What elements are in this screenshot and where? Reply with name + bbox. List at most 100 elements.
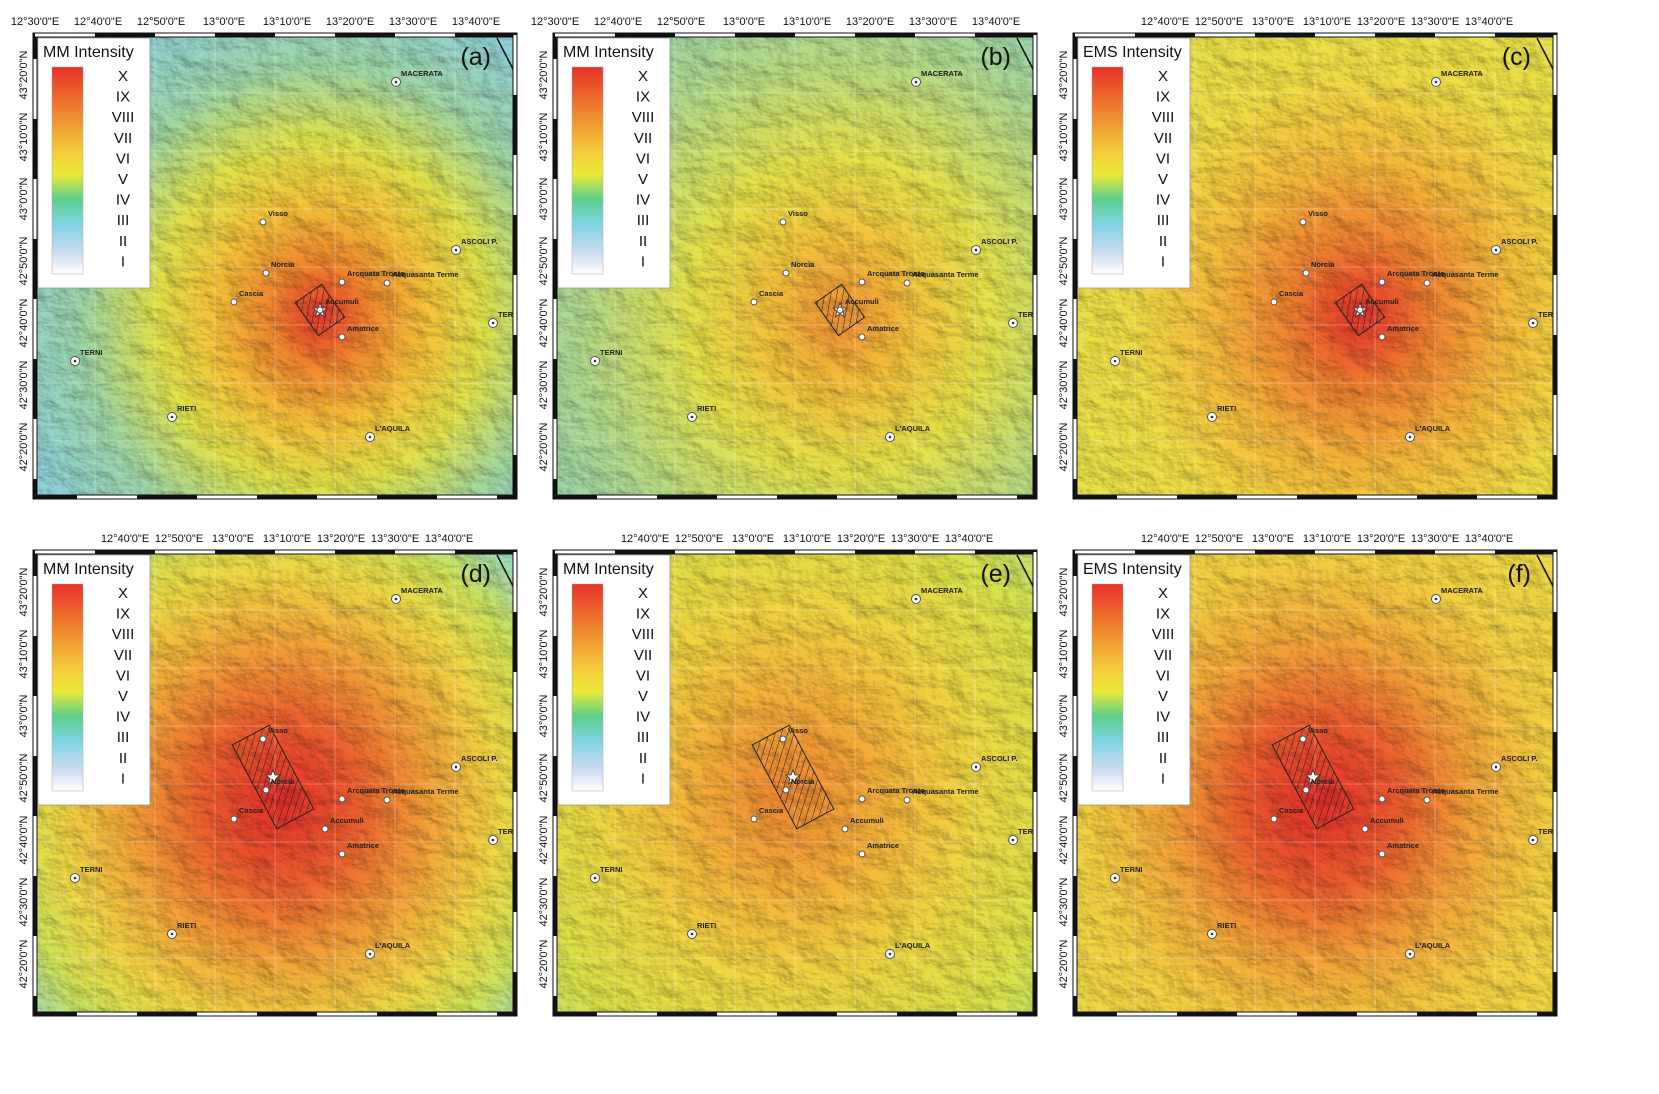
frame-dash <box>1073 33 1557 499</box>
lon-label: 12°50'0"E <box>657 16 705 28</box>
city-dot <box>1113 876 1117 880</box>
lon-label: 13°20'0"E <box>846 16 894 28</box>
map-panel: MACERATA Visso ASCOLI P. Norcia Arcquata Tro… <box>538 533 1038 1017</box>
city-label: Cascia <box>759 806 784 815</box>
legend-level: VI <box>116 150 130 167</box>
city-label: Norcia <box>1311 260 1335 269</box>
lon-label: 13°20'0"E <box>1357 533 1405 545</box>
city-dot <box>1408 952 1412 956</box>
legend-level: V <box>1158 688 1168 705</box>
legend-title: MM Intensity <box>563 561 654 578</box>
city-dot <box>1531 321 1535 325</box>
city-label: L'AQUILA <box>895 424 931 433</box>
lon-label: 13°20'0"E <box>1357 16 1405 28</box>
city-label: Cascia <box>1279 806 1304 815</box>
city-marker <box>858 333 866 341</box>
legend-level: VI <box>116 667 130 684</box>
lon-label: 13°40'0"E <box>452 16 500 28</box>
city-label: ASCOLI P. <box>461 754 498 763</box>
lon-label: 13°0'0"E <box>1252 16 1294 28</box>
legend-level: I <box>121 770 125 787</box>
city-label: RIETI <box>697 404 716 413</box>
frame-dash <box>553 33 1037 499</box>
city-label: Visso <box>788 726 808 735</box>
lon-label: 13°0'0"E <box>1252 533 1294 545</box>
city-dot <box>1408 435 1412 439</box>
city-label: TERAMO <box>498 310 531 319</box>
legend-colorbar <box>1091 66 1124 275</box>
legend-level: I <box>1161 770 1165 787</box>
city-label: RIETI <box>177 921 196 930</box>
city-label: Accumuli <box>330 816 364 825</box>
city-dot <box>593 359 597 363</box>
city-label: Visso <box>1308 209 1328 218</box>
legend-level: VII <box>114 130 132 147</box>
lat-label: 43°0'0"N <box>18 178 30 221</box>
lon-label: 13°30'0"E <box>371 533 419 545</box>
lon-label: 13°30'0"E <box>389 16 437 28</box>
legend-level: IV <box>636 192 650 209</box>
city-marker <box>338 278 346 286</box>
city-marker <box>858 795 866 803</box>
legend-level: IV <box>636 709 650 726</box>
legend-level: IX <box>116 89 130 106</box>
legend-level: V <box>638 688 648 705</box>
city-dot <box>73 876 77 880</box>
lat-label: 42°20'0"N <box>538 939 550 988</box>
lon-label: 12°40'0"E <box>101 533 149 545</box>
legend-colorbar <box>571 66 604 275</box>
city-label: MACERATA <box>921 586 963 595</box>
city-label: Cascia <box>239 289 264 298</box>
city-label: TERNI <box>600 348 623 357</box>
legend-level: II <box>1159 750 1167 767</box>
city-marker <box>1361 825 1369 833</box>
city-label: MACERATA <box>401 69 443 78</box>
city-label: Cascia <box>759 289 784 298</box>
city-label: Cascia <box>1279 289 1304 298</box>
city-label: MACERATA <box>921 69 963 78</box>
city-dot <box>974 248 978 252</box>
legend-title: EMS Intensity <box>1083 44 1182 61</box>
lon-label: 12°50'0"E <box>155 533 203 545</box>
city-marker <box>1270 815 1278 823</box>
city-dot <box>368 952 372 956</box>
legend-level: V <box>118 688 128 705</box>
legend-level: VII <box>114 647 132 664</box>
city-marker <box>1378 333 1386 341</box>
legend-level: X <box>118 68 128 85</box>
lon-label: 13°30'0"E <box>891 533 939 545</box>
legend-level: IX <box>636 606 650 623</box>
lat-label: 42°40'0"N <box>18 815 30 864</box>
city-dot <box>593 876 597 880</box>
city-label: Arcquata Tronto <box>347 786 405 795</box>
corner-line <box>1536 37 1556 74</box>
lat-label: 42°50'0"N <box>538 236 550 285</box>
lat-label: 43°20'0"N <box>18 50 30 99</box>
lon-label: 13°40'0"E <box>972 16 1020 28</box>
city-marker <box>321 825 329 833</box>
city-dot <box>1434 597 1438 601</box>
map-panel: MACERATA Visso ASCOLI P. Norcia Arcquata Tro… <box>1058 533 1558 1017</box>
legend-level: IX <box>1156 89 1170 106</box>
lat-label: 42°30'0"N <box>538 360 550 409</box>
lat-label: 43°20'0"N <box>538 567 550 616</box>
legend-level: IV <box>116 192 130 209</box>
legend-level: IX <box>116 606 130 623</box>
city-label: Amatrice <box>1387 841 1419 850</box>
city-label: RIETI <box>1217 404 1236 413</box>
city-dot <box>690 415 694 419</box>
city-label: L'AQUILA <box>1415 941 1451 950</box>
city-marker <box>1302 786 1310 794</box>
lat-label: 42°50'0"N <box>18 236 30 285</box>
city-marker <box>841 825 849 833</box>
panel-label: (d) <box>460 560 491 588</box>
legend-level: X <box>118 585 128 602</box>
city-label: ASCOLI P. <box>1501 237 1538 246</box>
lon-label: 13°30'0"E <box>1411 16 1459 28</box>
legend-level: VI <box>636 667 650 684</box>
city-label: L'AQUILA <box>375 424 411 433</box>
